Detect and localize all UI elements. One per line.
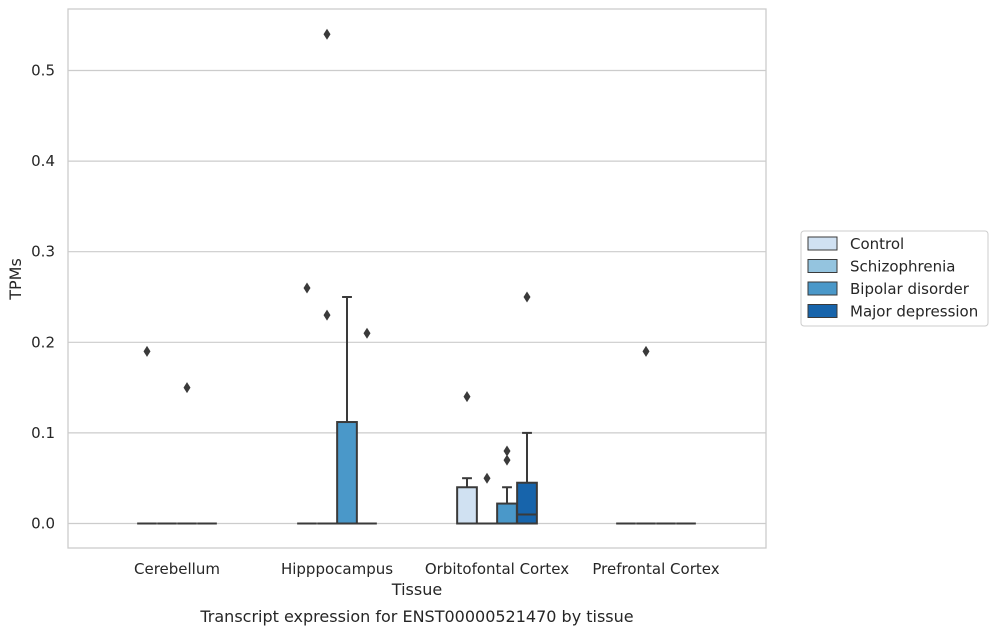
x-tick-label: Orbitofontal Cortex xyxy=(425,560,569,578)
outlier-point xyxy=(503,445,511,457)
plot-frame xyxy=(67,8,767,549)
legend: Control Schizophrenia Bipolar disorder Majo… xyxy=(800,230,989,327)
outlier-point xyxy=(363,327,371,339)
y-tick-label: 0.2 xyxy=(31,333,55,351)
legend-label: Bipolar disorder xyxy=(850,280,970,298)
legend-swatch xyxy=(807,259,838,273)
outlier-point xyxy=(463,391,471,403)
outlier-point xyxy=(323,309,331,321)
outlier-point xyxy=(483,472,491,484)
outlier-point xyxy=(642,345,650,357)
y-tick-label: 0.5 xyxy=(31,62,55,80)
box xyxy=(496,502,518,525)
outlier-point xyxy=(183,382,191,394)
gridlines xyxy=(68,69,766,525)
x-tick-label: Hipppocampus xyxy=(281,560,393,578)
box xyxy=(456,486,478,525)
outlier-point xyxy=(143,345,151,357)
y-axis-title: TPMs xyxy=(6,258,25,301)
legend-label: Major depression xyxy=(850,303,978,321)
legend-label: Schizophrenia xyxy=(850,258,955,276)
legend-swatch xyxy=(807,304,838,318)
legend-swatch xyxy=(807,236,838,251)
legend-swatch xyxy=(807,281,838,296)
chart-caption: Transcript expression for ENST0000052147… xyxy=(199,607,633,626)
outlier-point xyxy=(503,454,511,466)
outlier-point xyxy=(523,291,531,303)
x-axis-title: Tissue xyxy=(391,580,442,599)
legend-frame xyxy=(800,230,989,327)
y-tick-labels: 0.0 0.1 0.2 0.3 0.4 0.5 xyxy=(31,62,55,533)
x-tick-label: Cerebellum xyxy=(134,560,220,578)
box xyxy=(516,481,538,525)
outlier-point xyxy=(323,28,331,40)
outlier-point xyxy=(303,282,311,294)
legend-label: Control xyxy=(850,235,904,253)
y-tick-label: 0.1 xyxy=(31,424,55,442)
box xyxy=(336,421,358,525)
boxes-layer xyxy=(137,28,696,525)
y-tick-label: 0.3 xyxy=(31,243,55,261)
y-tick-label: 0.4 xyxy=(31,152,55,170)
x-tick-labels: Cerebellum Hipppocampus Orbitofontal Corte… xyxy=(134,560,720,578)
y-tick-label: 0.0 xyxy=(31,515,55,533)
x-tick-label: Prefrontal Cortex xyxy=(592,560,719,578)
